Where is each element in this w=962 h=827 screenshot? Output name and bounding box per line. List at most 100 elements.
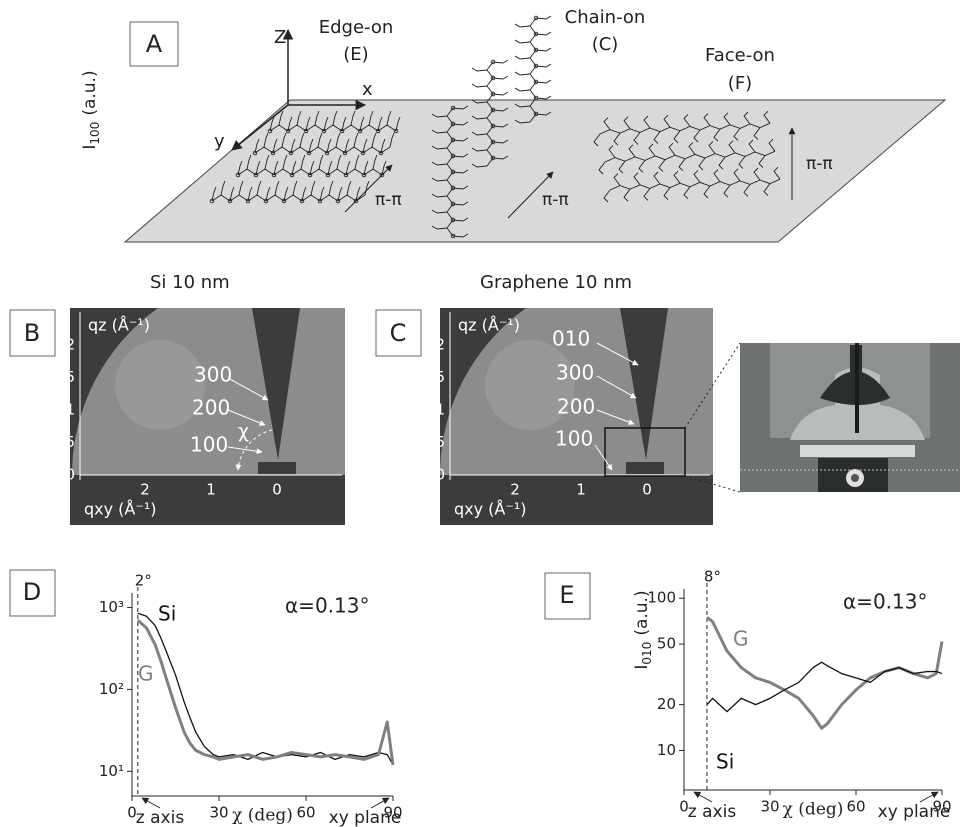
- image-tick-label: 1: [435, 401, 445, 419]
- panel-label: B: [24, 319, 40, 347]
- figure: A Z x y Edge-on (E) Chain-on (C) Face-on…: [0, 0, 962, 827]
- series-label: Si: [716, 750, 734, 774]
- image-tick-label: 2: [510, 481, 520, 499]
- y-tick-label: 50: [657, 635, 676, 653]
- series-label: G: [138, 662, 154, 686]
- peak-label: 300: [194, 363, 232, 387]
- image-tick-label: 0.5: [421, 433, 445, 451]
- pi-label: π-π: [806, 154, 833, 174]
- image-tick-label: 1.5: [421, 368, 445, 386]
- side-chain: [536, 96, 551, 99]
- image-axis-label: qz (Å⁻¹): [88, 316, 150, 335]
- series-line: [138, 620, 393, 765]
- series-label: G: [733, 627, 749, 651]
- side-chain: [493, 92, 508, 95]
- side-chain: [536, 32, 551, 35]
- image-axis-label: qxy (Å⁻¹): [84, 500, 156, 519]
- series-label: Si: [158, 602, 176, 626]
- axis-label: x: [362, 79, 373, 100]
- side-chain: [493, 76, 508, 79]
- y-axis-label: I010(a.u.): [632, 590, 654, 669]
- axis-label: y: [214, 131, 225, 152]
- orientation-label: (F): [728, 73, 752, 94]
- marker-label: 8°: [704, 568, 721, 586]
- x-tick-label: 30: [760, 798, 779, 816]
- panel-label: E: [559, 581, 574, 609]
- panel-label: C: [390, 319, 407, 347]
- image-tick-label: 0: [435, 466, 445, 484]
- side-chain: [536, 16, 551, 19]
- panel-label: D: [23, 578, 41, 606]
- orientation-label: Chain-on: [565, 7, 646, 28]
- image-tick-label: 1: [206, 481, 216, 499]
- inset-image: [740, 343, 960, 492]
- x-end-arrow: [694, 792, 712, 802]
- side-chain: [493, 60, 508, 63]
- x-end-label: z axis: [688, 802, 737, 822]
- peak-label: 200: [192, 396, 230, 420]
- image-tick-label: 2: [435, 336, 445, 354]
- side-chain: [515, 40, 530, 43]
- image-tick-label: 1.5: [51, 368, 75, 386]
- pi-label: π-π: [542, 190, 569, 210]
- y-label-unit: (a.u.): [632, 590, 652, 635]
- image-axis-label: qxy (Å⁻¹): [454, 500, 526, 519]
- orientation-label: (E): [343, 44, 368, 65]
- x-axis-label: χ (deg): [783, 800, 844, 820]
- x-tick-label: 60: [296, 804, 315, 822]
- y-label-subscript: 100: [88, 122, 102, 145]
- image-tick-label: 0: [642, 481, 652, 499]
- peak-label: 010: [552, 327, 590, 351]
- image-tick-label: 1: [65, 401, 75, 419]
- annotation: α=0.13°: [843, 590, 927, 614]
- panel-label: A: [146, 30, 163, 58]
- y-tick-label: 10²: [99, 680, 124, 698]
- pi-label: π-π: [375, 190, 402, 210]
- peak-label: 100: [555, 427, 593, 451]
- x-tick-label: 60: [846, 798, 865, 816]
- orientation-label: Face-on: [705, 45, 775, 66]
- peak-label: 100: [190, 433, 228, 457]
- side-chain: [472, 68, 487, 71]
- x-end-label: z axis: [136, 808, 185, 827]
- side-chain: [515, 56, 530, 59]
- side-chain: [472, 84, 487, 87]
- panel-title: Graphene 10 nm: [480, 272, 632, 293]
- angle-label: χ: [238, 421, 249, 443]
- x-end-arrow: [142, 798, 160, 808]
- peak-label: 300: [556, 361, 594, 385]
- side-chain: [515, 88, 530, 91]
- image-tick-label: 1: [576, 481, 586, 499]
- side-chain: [536, 64, 551, 67]
- image-tick-label: 0: [272, 481, 282, 499]
- side-chain: [536, 80, 551, 83]
- side-chain: [515, 24, 530, 27]
- axis-label: Z: [274, 27, 286, 48]
- x-end-label: xy plane: [878, 802, 951, 822]
- series-line: [138, 613, 393, 765]
- side-chain: [536, 48, 551, 51]
- x-end-label: xy plane: [329, 808, 402, 827]
- x-tick-label: 30: [209, 804, 228, 822]
- image-tick-label: 0.5: [51, 433, 75, 451]
- line-chart: E1020501000306090I010(a.u.)χ (deg)z axis…: [559, 568, 951, 823]
- image-tick-label: 2: [140, 481, 150, 499]
- y-tick-label: 10: [657, 741, 676, 759]
- image-tick-label: 2: [65, 336, 75, 354]
- y-tick-label: 10³: [99, 598, 124, 616]
- annotation: α=0.13°: [285, 594, 369, 618]
- y-label-subscript: 010: [640, 642, 654, 665]
- side-chain: [515, 72, 530, 75]
- orientation-label: (C): [592, 34, 619, 55]
- x-axis-label: χ (deg): [232, 806, 293, 826]
- image-tick-label: 0: [65, 466, 75, 484]
- marker-label: 2°: [135, 572, 152, 590]
- y-tick-label: 20: [657, 695, 676, 713]
- y-tick-label: 10¹: [99, 762, 124, 780]
- panel-title: Si 10 nm: [150, 272, 230, 293]
- image-axis-label: qz (Å⁻¹): [458, 316, 520, 335]
- y-label-unit: (a.u.): [80, 70, 100, 115]
- orientation-label: Edge-on: [319, 17, 394, 38]
- peak-label: 200: [557, 395, 595, 419]
- y-axis-label: I100(a.u.): [80, 70, 102, 149]
